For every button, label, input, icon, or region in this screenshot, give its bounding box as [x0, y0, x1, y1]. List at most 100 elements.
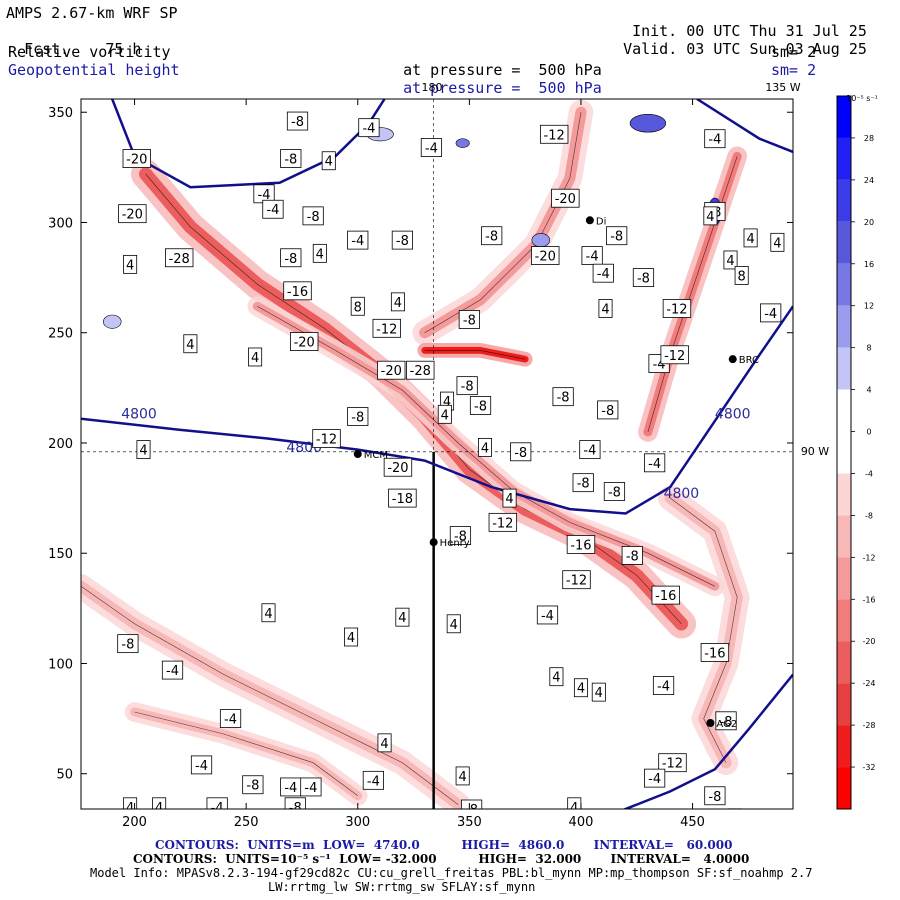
colorbar-tick-label: 24: [864, 176, 874, 185]
vorticity-contour-label: -8: [606, 226, 628, 246]
vorticity-contour-label: -4: [262, 199, 284, 219]
physics-info: LW:rrtmg_lw SW:rrtmg_sw SFLAY:sf_mynn: [268, 880, 536, 894]
svg-text:4: 4: [552, 671, 560, 686]
vorticity-contour-label: -4: [280, 777, 302, 797]
svg-text:-12: -12: [544, 128, 565, 143]
vorticity-contour-line: [134, 711, 358, 797]
vorticity-contour-label: -16: [283, 281, 312, 301]
colorbar-swatch: [837, 641, 851, 684]
model-title: AMPS 2.67-km WRF SP: [6, 4, 178, 22]
vorticity-contour-label: -18: [388, 488, 417, 508]
vorticity-contour-label: 4: [183, 334, 198, 354]
vorticity-contour-label: -28: [406, 360, 435, 380]
svg-text:-8: -8: [720, 715, 733, 730]
vorticity-contour-label: -20: [531, 246, 560, 265]
vorticity-contour-label: -8: [597, 400, 619, 420]
colorbar-tick-label: 8: [866, 344, 871, 353]
vorticity-contour-label: 4: [703, 206, 718, 226]
svg-text:-4: -4: [583, 444, 596, 459]
station-marker: Di: [585, 216, 606, 227]
vorticity-contour-label: 4: [598, 299, 613, 318]
svg-text:-8: -8: [246, 779, 259, 794]
vorticity-contour-label: -4: [347, 230, 369, 250]
positive-vorticity-patch: [629, 114, 667, 133]
vorticity-contour-label: -4: [358, 118, 380, 138]
svg-text:-8: -8: [289, 801, 302, 816]
svg-text:-8: -8: [708, 790, 721, 805]
vorticity-contour-label: -16: [651, 585, 680, 605]
vorticity-contour-label: -28: [165, 248, 194, 268]
vorticity-contour-label: 4: [743, 228, 758, 248]
vorticity-contour-label: -4: [579, 440, 601, 459]
init-value: 00 UTC Thu 31 Jul 25: [686, 22, 867, 40]
svg-text:-4: -4: [224, 713, 237, 728]
colorbar-tick-label: 0: [866, 428, 871, 437]
vorticity-contour-line: [424, 350, 526, 360]
colorbar-swatch: [837, 767, 851, 809]
svg-text:-4: -4: [195, 759, 208, 774]
svg-text:-18: -18: [392, 492, 413, 507]
svg-text:4: 4: [264, 607, 272, 622]
svg-text:4: 4: [126, 258, 134, 273]
vorticity-contour-label: 4: [770, 232, 785, 252]
svg-text:Di: Di: [596, 216, 606, 227]
colorbar-swatch: [837, 263, 851, 306]
svg-text:-8: -8: [610, 230, 623, 245]
init-line: Init. 00 UTC Thu 31 Jul 25: [614, 4, 867, 40]
colorbar-tick-label: 16: [864, 260, 874, 269]
svg-text:8: 8: [738, 269, 746, 284]
vorticity-contour-label: 4: [723, 250, 738, 270]
svg-text:-12: -12: [376, 322, 397, 337]
positive-vorticity-patch: [455, 138, 470, 148]
colorbar-swatch: [837, 137, 851, 180]
svg-text:4: 4: [316, 247, 324, 262]
y-tick-label: 100: [48, 657, 73, 672]
vorticity-contour-label: -4: [592, 263, 614, 283]
vorticity-contour-label: -8: [460, 799, 483, 809]
vorticity-contour-label: 4: [573, 678, 588, 698]
svg-text:-20: -20: [381, 364, 402, 379]
svg-text:-4: -4: [166, 664, 179, 679]
vorticity-contour-label: 4: [123, 797, 138, 816]
svg-text:Henry: Henry: [440, 538, 470, 549]
svg-text:-4: -4: [597, 267, 610, 282]
pressure1-value: 500 hPa: [538, 61, 602, 79]
svg-text:-8: -8: [461, 380, 474, 395]
vorticity-contour-label: -12: [658, 753, 687, 773]
vorticity-contour-label: 4: [390, 292, 405, 312]
field1-label: Relative vorticity: [8, 43, 171, 61]
vorticity-contour-label: 4: [136, 440, 151, 459]
vorticity-contour-label: 4: [377, 733, 392, 753]
vorticity-contour-label: -20: [289, 332, 319, 351]
vorticity-contour-label: -8: [280, 248, 302, 268]
svg-text:-4: -4: [211, 801, 224, 816]
vorticity-contour-label: -16: [566, 535, 596, 554]
svg-text:4: 4: [441, 408, 449, 423]
vorticity-contour-line: [670, 497, 738, 763]
svg-text:-8: -8: [284, 252, 297, 267]
vorticity-contour-label: -4: [581, 246, 603, 265]
svg-text:-20: -20: [387, 461, 408, 476]
vorticity-contour-label: -12: [539, 124, 569, 144]
y-tick-label: 250: [48, 327, 73, 342]
svg-text:-4: -4: [648, 772, 661, 787]
vorticity-contour-label: 4: [123, 254, 138, 274]
colorbar-swatch: [837, 431, 851, 474]
svg-text:-4: -4: [266, 203, 279, 218]
colorbar-swatch: [837, 599, 851, 642]
pressure2-value: 500 hPa: [538, 79, 602, 97]
svg-text:-4: -4: [657, 680, 670, 695]
colorbar-tick-label: 12: [864, 302, 874, 311]
vorticity-contour-label: -4: [190, 755, 213, 775]
vorticity-contour-label: -16: [700, 643, 730, 662]
svg-text:MCM: MCM: [364, 450, 388, 461]
fcst-value: 75 h: [105, 40, 142, 58]
colorbar-tick-label: 4: [866, 386, 871, 395]
vorticity-contour-label: -20: [383, 457, 413, 477]
vorticity-contour-label: -8: [286, 111, 309, 131]
svg-text:4: 4: [126, 801, 134, 816]
pressure2-label: at pressure =: [403, 79, 521, 97]
height-contour: [81, 305, 793, 515]
svg-text:4: 4: [325, 155, 333, 170]
svg-text:8: 8: [354, 300, 362, 315]
